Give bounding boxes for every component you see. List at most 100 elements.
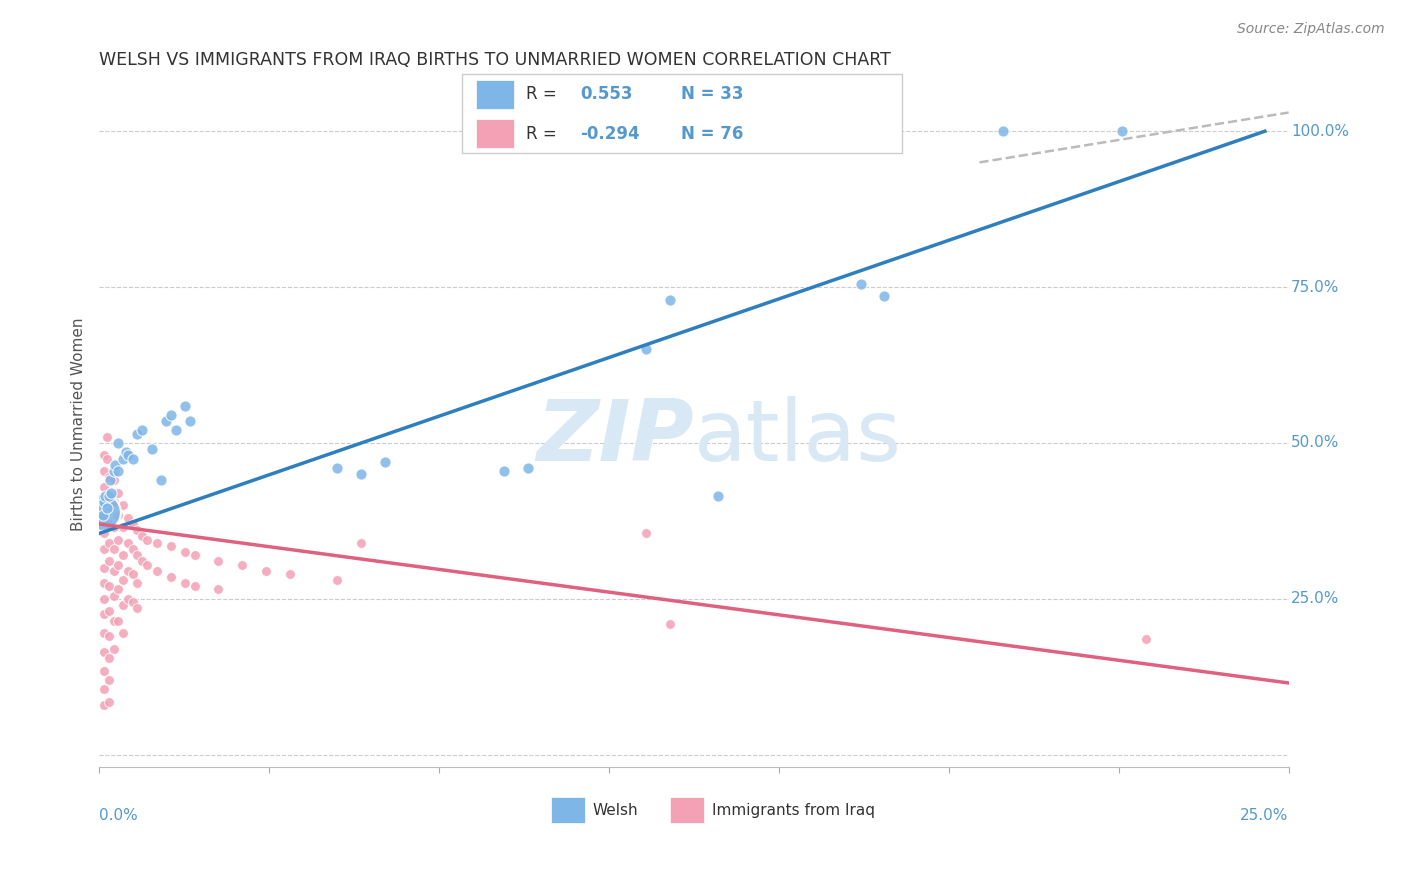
Point: [96, 451, 118, 466]
FancyBboxPatch shape: [671, 797, 703, 823]
Point: [873, 289, 896, 303]
Point: [159, 539, 181, 553]
Point: [849, 277, 872, 291]
Point: [103, 474, 125, 488]
Point: [97, 489, 120, 503]
Point: [93, 607, 115, 622]
Point: [141, 442, 163, 457]
Point: [98, 474, 121, 488]
Text: 0.553: 0.553: [579, 86, 633, 103]
Point: [103, 614, 125, 628]
Text: 0.0%: 0.0%: [100, 808, 138, 823]
Point: [131, 424, 153, 438]
Point: [326, 461, 349, 475]
Point: [93, 591, 115, 606]
Point: [516, 461, 538, 475]
Point: [97, 629, 120, 643]
Point: [254, 564, 277, 578]
Point: [103, 541, 125, 556]
Text: R =: R =: [526, 86, 557, 103]
Point: [117, 564, 139, 578]
Point: [117, 510, 139, 524]
Point: [107, 614, 129, 628]
Point: [107, 436, 129, 450]
Point: [374, 455, 396, 469]
Text: 25.0%: 25.0%: [1240, 808, 1289, 823]
Point: [93, 645, 115, 659]
Point: [326, 573, 349, 587]
Point: [492, 464, 515, 478]
Point: [131, 554, 153, 568]
Point: [97, 673, 120, 687]
Point: [97, 604, 120, 618]
Point: [121, 566, 143, 581]
Point: [107, 582, 129, 597]
Point: [155, 414, 177, 428]
Point: [107, 508, 129, 522]
Point: [207, 582, 229, 597]
Point: [174, 399, 197, 413]
Point: [145, 535, 167, 549]
Point: [107, 558, 129, 572]
Point: [97, 489, 120, 503]
Point: [117, 449, 139, 463]
Point: [93, 449, 115, 463]
Point: [93, 682, 115, 697]
Point: [103, 464, 125, 478]
Point: [659, 616, 682, 631]
Text: N = 76: N = 76: [681, 125, 744, 143]
Point: [127, 548, 149, 562]
Point: [183, 548, 205, 562]
Point: [145, 564, 167, 578]
Point: [93, 626, 115, 640]
FancyBboxPatch shape: [477, 120, 515, 148]
Point: [103, 495, 125, 509]
Point: [150, 474, 173, 488]
Point: [121, 451, 143, 466]
Point: [93, 698, 115, 712]
Point: [90, 504, 112, 518]
Point: [136, 533, 159, 547]
Point: [112, 626, 135, 640]
Text: 25.0%: 25.0%: [1291, 591, 1340, 607]
Text: Welsh: Welsh: [593, 803, 638, 818]
Point: [97, 470, 120, 484]
Point: [121, 516, 143, 531]
Point: [1135, 632, 1157, 647]
Text: R =: R =: [526, 125, 557, 143]
Point: [993, 124, 1015, 138]
Point: [93, 576, 115, 591]
Point: [636, 526, 658, 541]
Point: [93, 541, 115, 556]
Point: [93, 510, 115, 524]
Point: [121, 541, 143, 556]
Point: [350, 467, 373, 482]
Point: [136, 558, 159, 572]
Point: [207, 554, 229, 568]
Y-axis label: Births to Unmarried Women: Births to Unmarried Women: [72, 318, 86, 531]
Point: [159, 408, 181, 422]
Point: [97, 695, 120, 709]
Point: [350, 535, 373, 549]
Point: [103, 589, 125, 603]
Point: [97, 651, 120, 665]
Point: [127, 426, 149, 441]
Point: [107, 486, 129, 500]
Text: 100.0%: 100.0%: [1291, 124, 1348, 139]
Point: [112, 573, 135, 587]
Point: [112, 520, 135, 534]
Text: atlas: atlas: [695, 396, 903, 480]
Point: [159, 570, 181, 584]
Text: 75.0%: 75.0%: [1291, 279, 1340, 294]
Point: [131, 529, 153, 543]
Point: [91, 508, 114, 522]
Text: WELSH VS IMMIGRANTS FROM IRAQ BIRTHS TO UNMARRIED WOMEN CORRELATION CHART: WELSH VS IMMIGRANTS FROM IRAQ BIRTHS TO …: [100, 51, 891, 69]
Point: [636, 343, 658, 357]
Point: [93, 664, 115, 678]
Point: [93, 560, 115, 574]
Point: [112, 451, 135, 466]
Point: [107, 533, 129, 547]
Point: [93, 526, 115, 541]
Text: N = 33: N = 33: [681, 86, 744, 103]
Point: [121, 595, 143, 609]
